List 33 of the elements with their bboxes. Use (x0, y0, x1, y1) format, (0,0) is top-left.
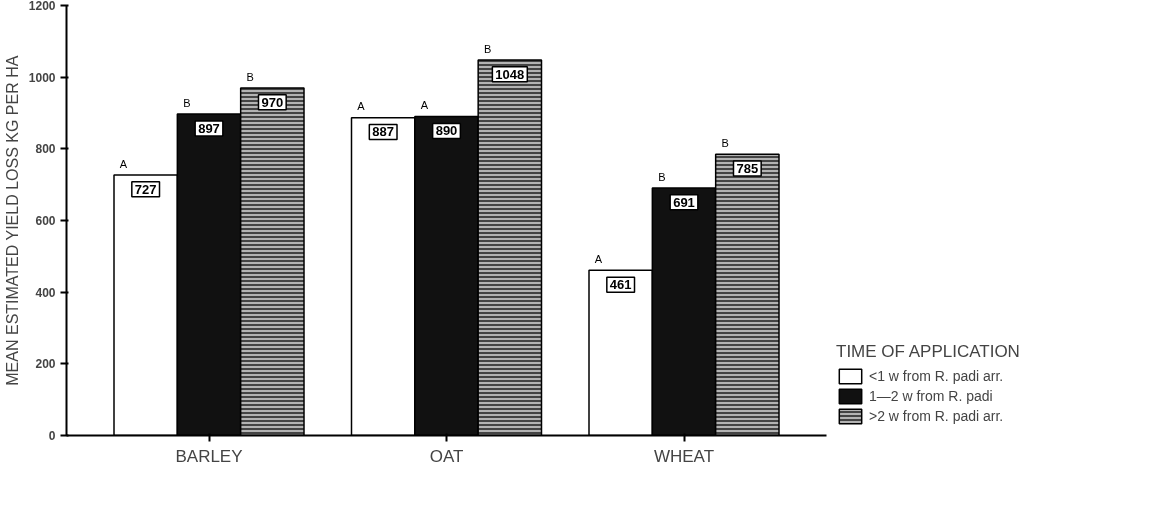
y-axis-title: MEAN ESTIMATED YIELD LOSS KG PER HA (3, 55, 21, 386)
data-label: 691 (673, 194, 695, 210)
data-label: 897 (198, 120, 220, 136)
y-tick-label: 1200 (28, 0, 56, 13)
annotation: A (594, 252, 603, 265)
x-tick-label: OAT (429, 446, 464, 466)
annotation: A (420, 99, 429, 112)
annotation: A (357, 100, 366, 113)
x-tick-label: WHEAT (653, 446, 715, 466)
y-tick-label: 200 (35, 357, 56, 372)
data-label: 1048 (495, 66, 525, 82)
x-tick-label: BARLEY (175, 446, 243, 466)
y-tick-label: 400 (35, 285, 56, 300)
data-label: 970 (261, 94, 284, 110)
data-label: 890 (435, 123, 458, 139)
annotation: B (721, 136, 729, 149)
annotation: B (183, 96, 191, 109)
legend-title: TIME OF APPLICATION (836, 342, 1020, 362)
y-tick-label: 0 (48, 429, 56, 443)
annotation: B (658, 170, 666, 183)
legend-label: >2 w from R. padi arr. (869, 408, 1004, 424)
y-tick-label: 1000 (28, 70, 56, 85)
legend-label: <1 w from R. padi arr. (869, 368, 1004, 384)
data-label: 887 (372, 124, 395, 140)
annotation: B (484, 42, 492, 55)
data-label: 785 (736, 161, 759, 177)
legend-label: 1—2 w from R. padi (869, 388, 993, 404)
y-tick-label: 800 (35, 142, 56, 157)
annotation: A (119, 157, 128, 170)
annotation: B (246, 70, 254, 83)
y-tick-label: 600 (35, 214, 56, 228)
data-label: 727 (134, 181, 157, 197)
data-label: 461 (609, 277, 632, 293)
